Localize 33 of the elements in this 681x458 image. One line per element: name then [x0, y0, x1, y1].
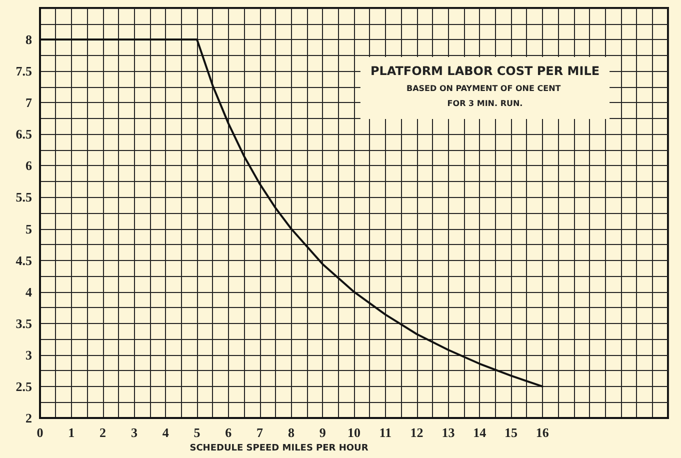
x-tick-label: 3 [130, 425, 138, 440]
text: BASED ON PAYMENT OF ONE CENT FOR 3 MIN. RUN. [406, 84, 564, 108]
x-tick-label: 6 [225, 425, 232, 440]
y-tick-label: 2.5 [16, 378, 32, 394]
y-tick-label: 5.5 [16, 190, 32, 205]
x-tick-label: 5 [194, 425, 201, 440]
x-tick-label: 0 [36, 425, 44, 440]
text: PLATFORM LABOR COST PER MILE [370, 64, 600, 78]
x-tick-label: 11 [379, 425, 392, 440]
y-tick-label: 3 [26, 347, 32, 362]
y-tick-label: 4 [26, 284, 32, 300]
y-tick-label: 7 [26, 95, 32, 110]
x-tick-label: 4 [162, 425, 170, 440]
y-tick-label: 8 [26, 32, 32, 48]
y-tick-label: 5 [26, 221, 32, 236]
y-tick-label: 4.5 [16, 252, 32, 268]
x-tick-label: 13 [442, 425, 456, 440]
x-tick-label: 12 [410, 425, 424, 440]
y-tick-label: 6 [26, 158, 32, 174]
x-tick-label: 8 [288, 425, 295, 440]
x-tick-label: 2 [100, 425, 106, 440]
x-axis-title: SCHEDULE SPEED MILES PER HOUR [190, 444, 368, 454]
y-tick-label: 3.5 [16, 316, 32, 331]
y-tick-label: 2 [26, 410, 32, 426]
x-tick-label: 9 [319, 425, 326, 440]
x-tick-label: 10 [348, 425, 360, 440]
x-tick-label: 1 [68, 425, 75, 440]
x-tick-label: 7 [256, 425, 264, 440]
x-tick-label: 15 [504, 425, 518, 440]
y-tick-label: 7.5 [16, 64, 32, 79]
x-tick-label: 16 [536, 425, 550, 440]
x-tick-label: 14 [473, 425, 487, 440]
y-tick-label: 6.5 [16, 126, 32, 142]
